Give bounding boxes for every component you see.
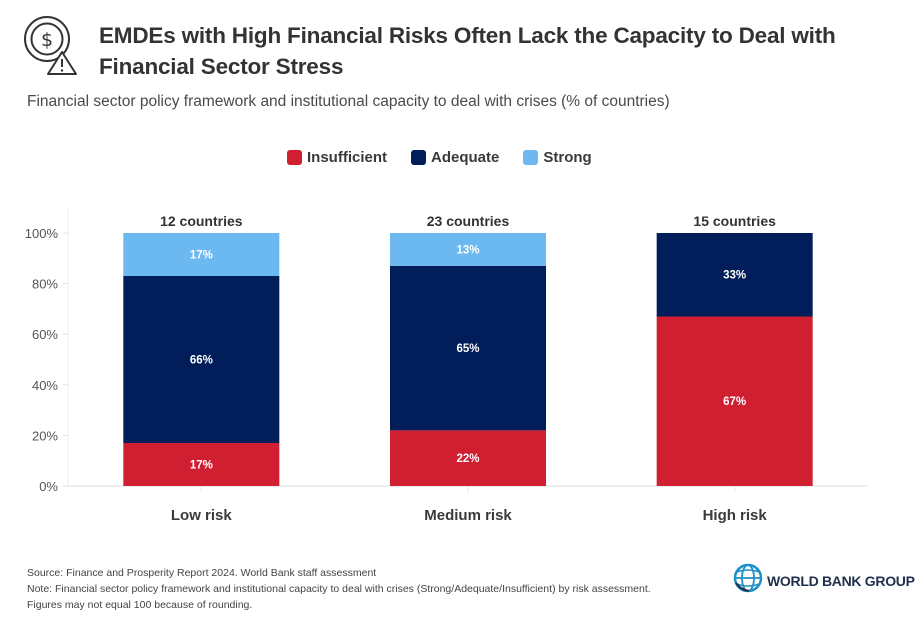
legend-item-adequate[interactable]: Adequate [411,149,499,166]
data-label: 17% [190,459,213,471]
bar-segment-insufficient [390,430,546,486]
data-label: 17% [190,250,213,262]
data-label: 66% [190,355,213,367]
rounding-note: Figures may not equal 100 because of rou… [27,599,253,611]
dollar-coin-warning-icon: $ [22,14,80,76]
x-tick-label: Low risk [171,507,233,524]
world-bank-logo: WORLD BANK GROUP [733,563,915,598]
bar-segment-adequate [656,233,813,317]
y-tick-label: 100% [25,226,59,241]
chart-note: Note: Financial sector policy framework … [27,583,651,595]
svg-text:$: $ [41,29,53,51]
legend-item-insufficient[interactable]: Insufficient [287,149,387,166]
chart-title: EMDEs with High Financial Risks Often La… [99,23,836,79]
data-label: 13% [456,244,479,256]
legend-swatch-strong [523,150,539,165]
legend-label-strong: Strong [543,149,592,166]
stacked-bar-chart: 0% 20% 40% 60% 80% 100% 17% 66% 17% 12 countries L… [25,208,868,524]
legend-item-strong[interactable]: Strong [523,149,592,166]
x-tick-label: High risk [703,507,768,524]
legend-label-insufficient: Insufficient [307,149,388,166]
bar-annotation: 15 countries [693,213,776,229]
data-label: 67% [723,396,746,408]
legend-label-adequate: Adequate [431,149,500,166]
y-tick-label: 80% [32,277,58,292]
y-tick-label: 60% [32,327,58,342]
legend-swatch-insufficient [287,150,302,165]
data-label: 33% [723,270,746,282]
globe-icon [733,563,763,598]
bar-segment-strong [390,233,546,266]
legend-swatch-adequate [411,150,427,165]
footer: Source: Finance and Prosperity Report 20… [27,565,651,613]
data-label: 22% [456,453,479,465]
y-tick-label: 0% [39,479,58,494]
data-label: 65% [456,343,479,355]
x-tick-label: Medium risk [424,507,512,524]
bar-segment-adequate [123,276,280,443]
bar-segment-strong [123,233,280,277]
legend: Insufficient Adequate Strong [287,149,592,166]
y-tick-label: 40% [32,378,58,393]
source-note: Source: Finance and Prosperity Report 20… [27,567,377,579]
logo-text: WORLD BANK GROUP [767,572,915,589]
bar-annotation: 12 countries [160,213,243,229]
bar-segment-insufficient [123,442,280,486]
bar-segment-insufficient [656,316,813,486]
bar-annotation: 23 countries [427,213,510,229]
y-tick-label: 20% [32,428,58,443]
bar-segment-adequate [390,265,546,431]
chart-subtitle: Financial sector policy framework and in… [27,93,670,110]
